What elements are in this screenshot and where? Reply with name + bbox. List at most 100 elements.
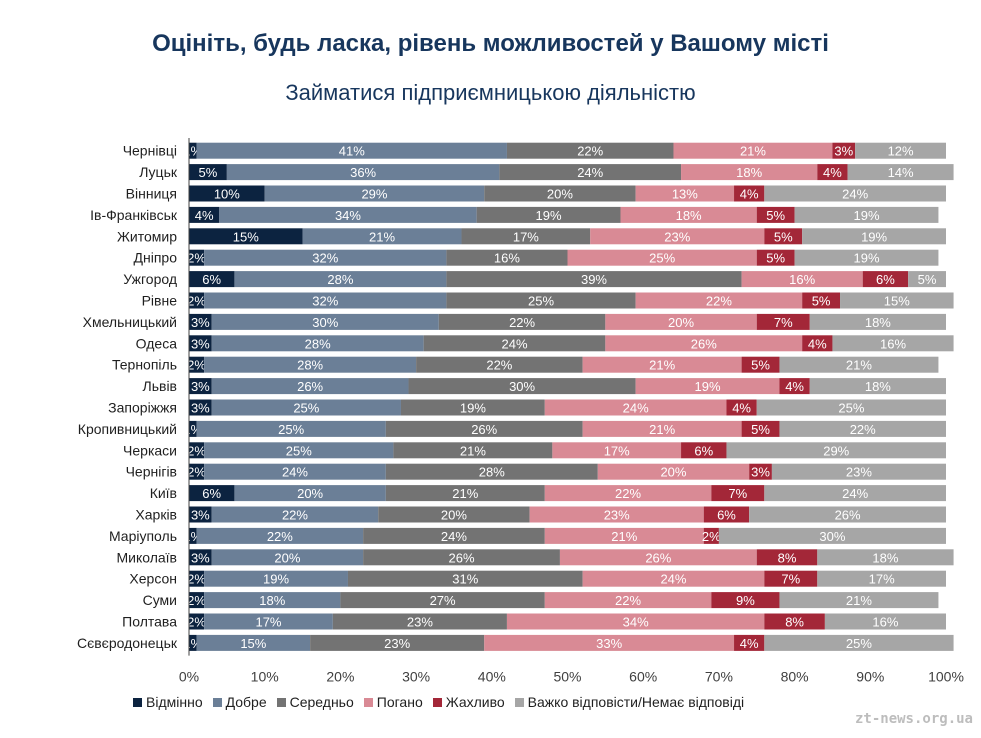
- data-label: 18%: [736, 165, 762, 180]
- bar-segment: [204, 463, 386, 480]
- data-label: 8%: [785, 615, 804, 630]
- bar-segment: [824, 613, 946, 630]
- data-label: 23%: [384, 636, 410, 651]
- bar-segment: [204, 356, 417, 373]
- data-label: 21%: [846, 358, 872, 373]
- x-tick-label: 60%: [629, 669, 657, 685]
- bar-segment: [817, 570, 946, 587]
- bar-segment: [749, 463, 772, 480]
- bar-segment: [741, 356, 780, 373]
- data-label: 21%: [452, 486, 478, 501]
- category-label: Дніпро: [134, 250, 178, 266]
- bar-segment: [408, 378, 636, 395]
- data-label: 2%: [187, 615, 206, 630]
- data-label: 30%: [819, 529, 845, 544]
- x-tick-label: 100%: [928, 669, 964, 685]
- data-label: 22%: [267, 529, 293, 544]
- bar-segment: [779, 378, 810, 395]
- bar-segment: [779, 420, 946, 437]
- data-label: 16%: [880, 336, 906, 351]
- data-label: 2%: [187, 593, 206, 608]
- bar-segment: [862, 271, 909, 288]
- bar-segment: [196, 527, 364, 544]
- legend-item: Жахливо: [432, 694, 505, 710]
- category-label: Хмельницький: [83, 314, 177, 330]
- bar-segment: [196, 420, 386, 437]
- bar-segment: [310, 634, 485, 651]
- bar-segment: [484, 634, 735, 651]
- bar-segment: [234, 485, 386, 502]
- bar-segment: [582, 570, 765, 587]
- legend-swatch: [276, 697, 286, 707]
- bar-segment: [189, 506, 212, 523]
- data-label: 22%: [282, 508, 308, 523]
- data-label: 6%: [876, 272, 895, 287]
- category-label: Ужгород: [123, 271, 177, 287]
- data-label: 17%: [604, 443, 630, 458]
- legend-swatch: [432, 697, 442, 707]
- chart-title: Оцініть, будь ласка, рівень можливостей …: [152, 30, 829, 57]
- data-label: 5%: [812, 294, 831, 309]
- category-label: Житомир: [117, 228, 177, 244]
- bar-segment: [703, 527, 719, 544]
- bar-segment: [189, 271, 235, 288]
- data-label: 7%: [774, 315, 793, 330]
- bar-segment: [552, 442, 682, 459]
- bar-segment: [605, 335, 803, 352]
- bar-segment: [809, 313, 946, 330]
- data-label: 17%: [869, 572, 895, 587]
- category-label: Запоріжжя: [108, 400, 177, 416]
- bar-segment: [764, 185, 946, 202]
- data-label: 32%: [312, 294, 338, 309]
- legend-item: Відмінно: [133, 694, 203, 710]
- data-label: 25%: [278, 422, 304, 437]
- x-tick-label: 0%: [179, 669, 199, 685]
- data-label: 20%: [547, 187, 573, 202]
- bar-segment: [302, 228, 462, 245]
- category-label: Черкаси: [123, 442, 177, 458]
- bar-segment: [189, 228, 303, 245]
- bar-segment: [559, 549, 757, 566]
- category-label: Суми: [143, 592, 177, 608]
- bar-segment: [189, 442, 205, 459]
- bar-segment: [363, 549, 560, 566]
- data-label: 20%: [274, 550, 300, 565]
- data-label: 5%: [751, 422, 770, 437]
- data-label: 18%: [865, 315, 891, 330]
- data-label: 30%: [312, 315, 338, 330]
- bar-segment: [189, 378, 212, 395]
- bar-segment: [817, 549, 954, 566]
- legend-swatch: [363, 697, 373, 707]
- data-label: 4%: [823, 165, 842, 180]
- data-label: 26%: [471, 422, 497, 437]
- data-label: 18%: [676, 208, 702, 223]
- data-label: 5%: [918, 272, 937, 287]
- data-label: 14%: [888, 165, 914, 180]
- bar-segment: [264, 185, 485, 202]
- data-label: 3%: [191, 336, 210, 351]
- bar-segment: [189, 420, 197, 437]
- data-label: 23%: [604, 508, 630, 523]
- bar-segment: [620, 206, 757, 223]
- data-label: 20%: [297, 486, 323, 501]
- data-label: 21%: [369, 229, 395, 244]
- data-label: 28%: [305, 336, 331, 351]
- bar-segment: [908, 271, 946, 288]
- data-label: 20%: [441, 508, 467, 523]
- bar-segment: [340, 592, 545, 609]
- data-label: 25%: [838, 401, 864, 416]
- data-label: 3%: [191, 550, 210, 565]
- data-label: 12%: [888, 144, 914, 159]
- bar-segment: [582, 420, 742, 437]
- chart-legend: Відмінно Добре Середньо Погано Жахливо Важко …: [133, 694, 744, 710]
- legend-label: Добре: [225, 694, 267, 710]
- bar-segment: [189, 463, 205, 480]
- data-label: 26%: [835, 508, 861, 523]
- legend-label: Погано: [376, 694, 423, 710]
- bar-segment: [506, 142, 674, 159]
- data-label: 3%: [191, 315, 210, 330]
- data-label: 18%: [259, 593, 285, 608]
- bar-segment: [393, 442, 553, 459]
- data-label: 17%: [513, 229, 539, 244]
